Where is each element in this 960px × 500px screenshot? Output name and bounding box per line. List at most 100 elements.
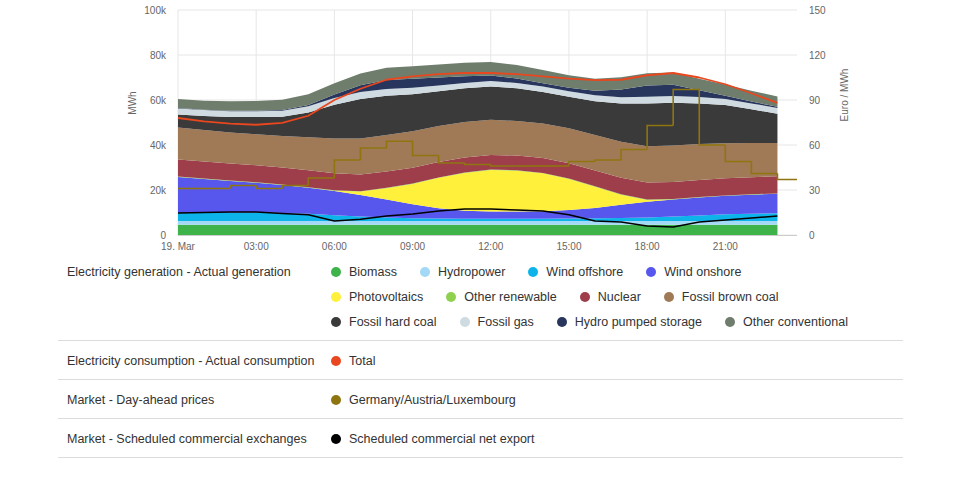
legend-item: Fossil gas <box>460 314 534 330</box>
step-segment <box>777 174 797 180</box>
line-14 <box>178 209 777 227</box>
step-segment <box>569 162 595 167</box>
x-tick-label: 21:00 <box>713 241 738 252</box>
y2-tick-label: 120 <box>809 50 826 61</box>
legend-item: Wind offshore <box>528 264 623 280</box>
legend-item: Other conventional <box>725 314 848 330</box>
legend-group-title: Market - Day-ahead prices <box>67 392 214 408</box>
legend-row: Scheduled commercial net export <box>331 431 558 447</box>
legend: Electricity generation - Actual generati… <box>0 0 960 500</box>
legend-label: Wind offshore <box>546 264 623 280</box>
plot-area <box>178 62 797 235</box>
step-segment <box>517 165 543 167</box>
legend-label: Wind onshore <box>664 264 741 280</box>
y2-tick-label: 90 <box>809 95 821 106</box>
step-segment <box>256 186 282 189</box>
step-segment <box>282 186 308 189</box>
legend-item: Biomass <box>331 264 397 280</box>
legend-marker <box>664 292 674 302</box>
legend-item: Scheduled commercial net export <box>331 431 535 447</box>
legend-marker <box>460 317 470 327</box>
step-segment <box>360 148 386 160</box>
legend-row: Biomass Hydropower Wind offshore Wind onsho… <box>331 264 764 280</box>
legend-label: Other renewable <box>464 289 556 305</box>
y-tick-label: 80k <box>150 50 167 61</box>
legend-row: Germany/Austria/Luxembourg <box>331 392 539 408</box>
y2-tick-label: 150 <box>809 5 826 16</box>
legend-separator <box>58 379 903 380</box>
step-segment <box>751 162 777 174</box>
legend-item: Hydro pumped storage <box>557 314 702 330</box>
legend-marker <box>420 267 430 277</box>
y-axis-label: MWh <box>127 91 138 114</box>
legend-item: Germany/Austria/Luxembourg <box>331 392 516 408</box>
step-segment <box>699 90 725 146</box>
legend-label: Fossil brown coal <box>682 289 779 305</box>
y2-tick-label: 0 <box>809 230 815 241</box>
legend-marker <box>646 267 656 277</box>
legend-label: Germany/Austria/Luxembourg <box>349 392 516 408</box>
legend-group-title: Electricity consumption - Actual consump… <box>67 353 314 369</box>
step-segment <box>204 188 230 190</box>
legend-marker <box>725 317 735 327</box>
legend-row: Total <box>331 353 398 369</box>
step-segment <box>491 165 517 167</box>
legend-marker <box>331 317 341 327</box>
legend-separator <box>58 418 903 419</box>
legend-marker <box>557 317 567 327</box>
step-segment <box>543 165 569 167</box>
legend-marker <box>528 267 538 277</box>
y2-tick-label: 30 <box>809 185 821 196</box>
y2-tick-label: 60 <box>809 140 821 151</box>
legend-label: Other conventional <box>743 314 848 330</box>
legend-marker <box>331 267 341 277</box>
y-tick-label: 100k <box>144 5 167 16</box>
legend-item: Fossil brown coal <box>664 289 779 305</box>
legend-marker <box>580 292 590 302</box>
step-segment <box>621 150 647 161</box>
legend-marker <box>446 292 456 302</box>
step-segment <box>647 126 673 150</box>
grid <box>178 10 797 235</box>
legend-row: Fossil hard coal Fossil gas Hydro pumped s… <box>331 314 871 330</box>
legend-item: Other renewable <box>446 289 556 305</box>
step-segment <box>387 141 413 148</box>
legend-label: Nuclear <box>598 289 641 305</box>
y-tick-label: 40k <box>150 140 167 151</box>
step-segment <box>230 186 256 189</box>
legend-separator <box>58 457 903 458</box>
legend-item: Photovoltaics <box>331 289 423 305</box>
legend-label: Total <box>349 353 375 369</box>
legend-marker <box>331 395 341 405</box>
legend-label: Scheduled commercial net export <box>349 431 535 447</box>
x-tick-label: 03:00 <box>244 241 269 252</box>
step-segment <box>725 145 751 162</box>
x-tick-label: 12:00 <box>478 241 503 252</box>
legend-label: Fossil gas <box>478 314 534 330</box>
legend-item: Wind onshore <box>646 264 741 280</box>
step-segment <box>673 90 699 126</box>
x-tick-label: 18:00 <box>635 241 660 252</box>
tick-labels: 020k40k60k80k100k030609012015019. Mar03:… <box>127 5 850 253</box>
x-tick-label: 09:00 <box>400 241 425 252</box>
area-0 <box>178 225 777 235</box>
legend-label: Hydro pumped storage <box>575 314 702 330</box>
legend-item: Fossil hard coal <box>331 314 437 330</box>
step-segment <box>334 160 360 178</box>
legend-label: Photovoltaics <box>349 289 423 305</box>
x-tick-label: 15:00 <box>556 241 581 252</box>
legend-item: Hydropower <box>420 264 505 280</box>
legend-row: Photovoltaics Other renewable Nuclear Fossi… <box>331 289 801 305</box>
legend-marker <box>331 356 341 366</box>
line-12 <box>178 73 777 125</box>
step-segment <box>439 156 465 164</box>
step-segment <box>595 160 621 162</box>
y-tick-label: 60k <box>150 95 167 106</box>
x-tick-label: 06:00 <box>322 241 347 252</box>
legend-group-title: Electricity generation - Actual generati… <box>67 264 291 280</box>
step-segment <box>308 178 334 186</box>
legend-marker <box>331 434 341 444</box>
y-grid-line <box>178 10 797 11</box>
y2-axis-label: Euro / MWh <box>839 69 850 122</box>
legend-separator <box>58 340 903 341</box>
